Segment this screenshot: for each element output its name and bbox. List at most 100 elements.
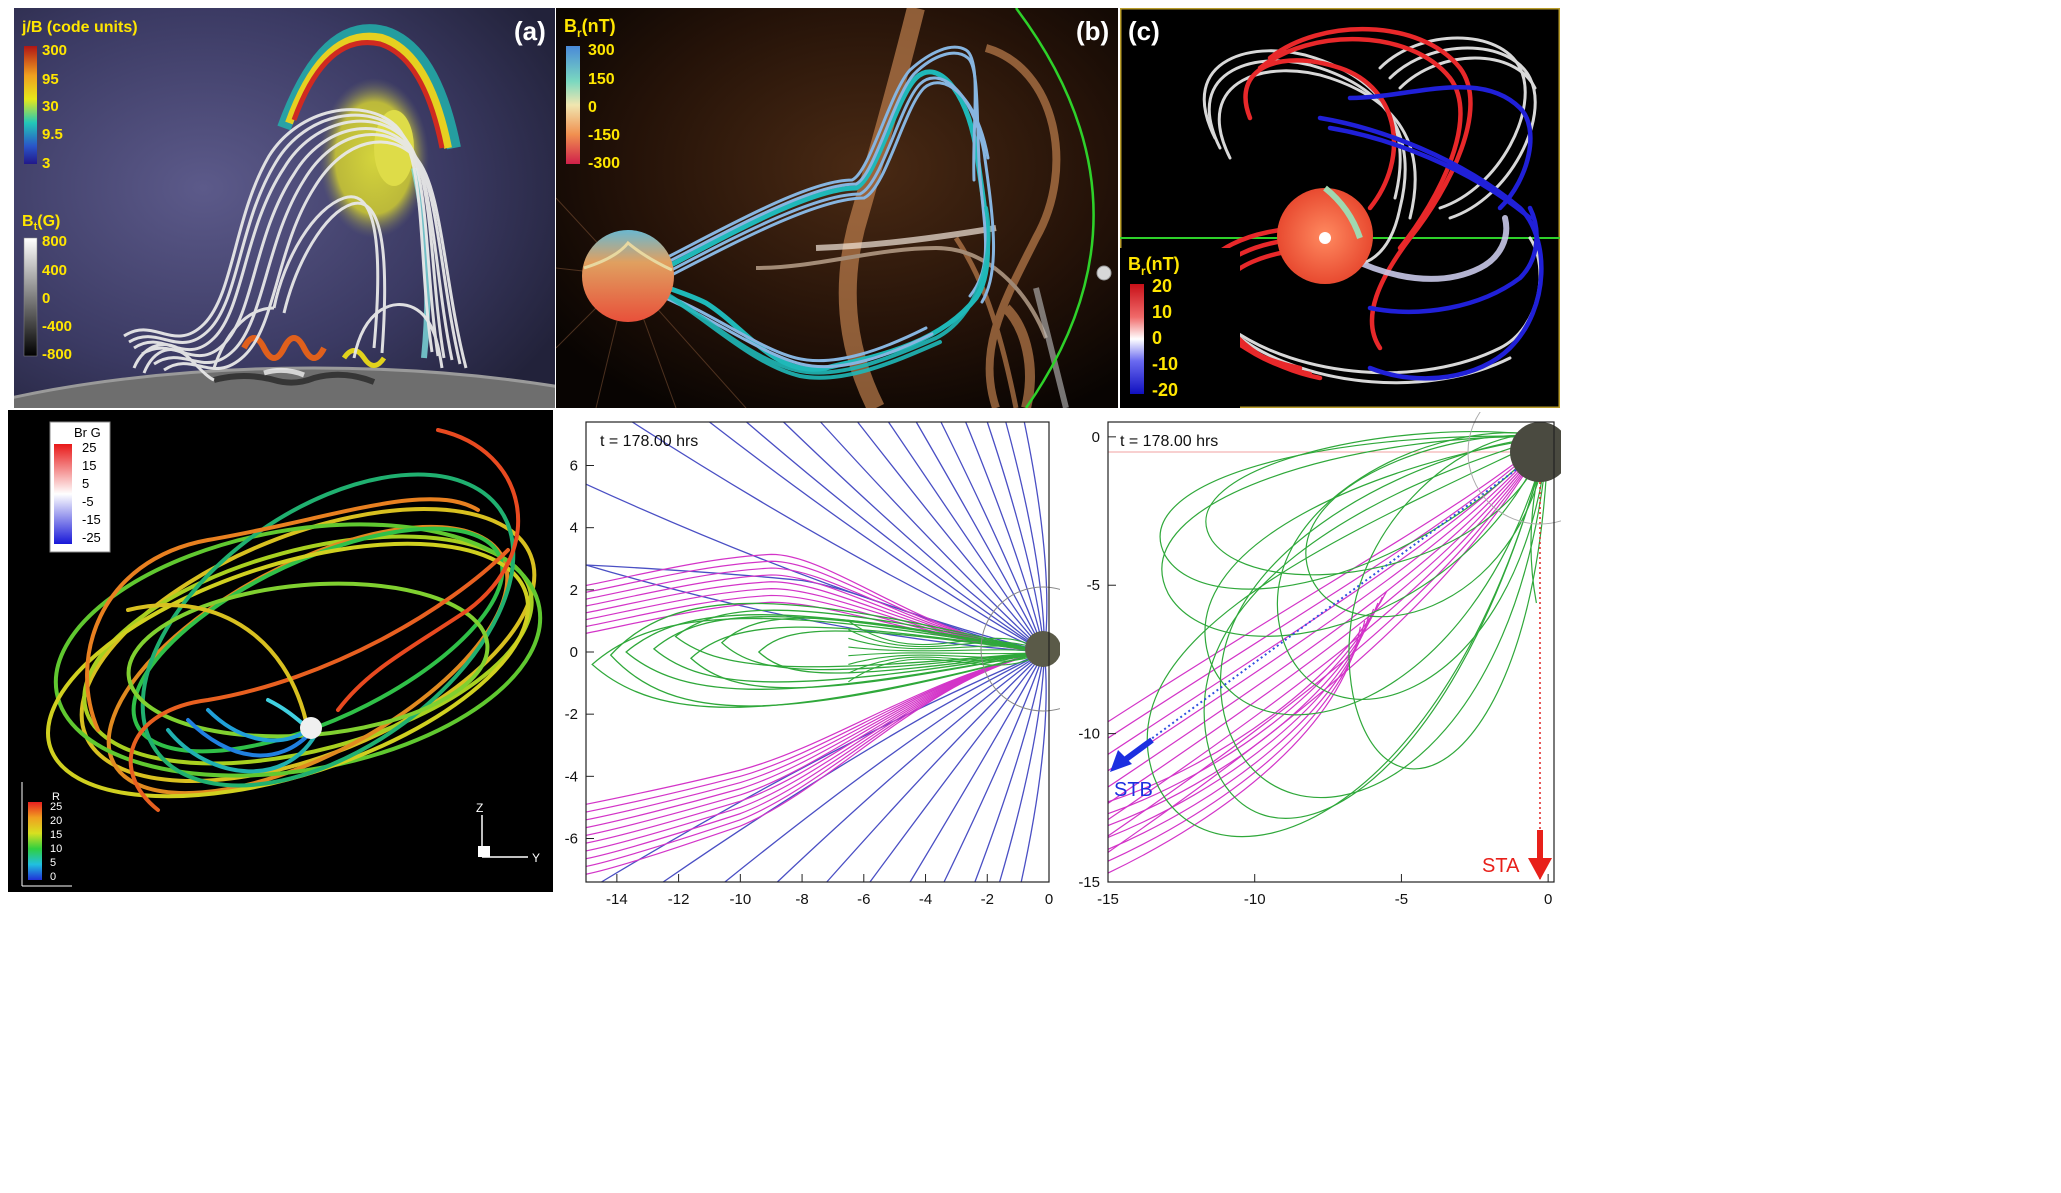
magenta-field-line (1107, 436, 1549, 723)
colorbar-r-title: R (52, 791, 60, 803)
green-loop (1219, 436, 1549, 799)
colorbar-jb-tick-5: 3 (42, 155, 50, 172)
panel-e-figure: -14 -12 -10 -8 -6 -4 -2 0 6 4 2 0 -2 -4 -6 t = 178.00… (556, 412, 1060, 908)
colorbar-br-tick-1: 300 (588, 42, 615, 59)
blue-field-line (783, 421, 1045, 653)
blue-field-line (940, 421, 1045, 653)
panel-f-x-ticks: -15 -10 -5 0 (1097, 874, 1552, 908)
x-tick-label: -5 (1395, 891, 1408, 908)
magenta-field-line (1107, 626, 1361, 874)
colorbar-c-tick-5: -20 (1152, 380, 1178, 400)
stb-label: STB (1114, 779, 1153, 801)
green-field-line (848, 637, 1045, 653)
magenta-field-line (585, 651, 1045, 852)
magenta-field-line (585, 651, 1045, 844)
green-loop (1203, 436, 1549, 819)
colorbar-brg-tick-5: -15 (82, 512, 101, 527)
colorbar-bt-tick-5: -800 (42, 346, 72, 363)
panel-d-figure: Br G 25 15 5 -5 -15 -25 R 25 20 15 10 5 … (8, 410, 553, 892)
green-loop (591, 617, 1045, 708)
magenta-field-line (585, 651, 1045, 813)
green-loop (1204, 436, 1549, 716)
colorbar-jb-tick-4: 9.5 (42, 126, 63, 143)
colorbar-br-tick-2: 150 (588, 71, 615, 88)
colorbar-r-tick-5: 5 (50, 857, 56, 869)
panel-c: Br(nT) 20 10 0 -10 -20 (c) (1120, 8, 1560, 408)
x-tick-label: -15 (1097, 891, 1119, 908)
panel-f: STB STA -15 -10 -5 0 0 -5 -10 -15 t = 178.00 h… (1070, 412, 1561, 908)
magenta-field-line (585, 574, 1045, 653)
colorbar-bt-tick-3: 0 (42, 290, 50, 307)
y-tick-label: -2 (565, 706, 578, 723)
colorbar-bt-tick-1: 800 (42, 233, 67, 250)
sun-disk (1025, 631, 1060, 667)
magenta-field-line (1107, 436, 1549, 772)
y-tick-label: 0 (570, 644, 578, 661)
green-loop (1305, 434, 1549, 618)
green-loop (1276, 432, 1549, 700)
magenta-field-line (585, 651, 1045, 868)
colorbar-r-tick-2: 20 (50, 815, 62, 827)
sta-arrow-head (1528, 858, 1552, 880)
y-tick-label: -6 (565, 830, 578, 847)
colorbar-r-tick-6: 0 (50, 871, 56, 883)
green-loop (1159, 435, 1549, 590)
panel-e-time-label: t = 178.00 hrs (600, 433, 698, 450)
panel-a-label: (a) (514, 16, 546, 46)
blue-field-line (943, 651, 1045, 883)
blue-field-line (887, 421, 1045, 653)
colorbar-brg-tick-2: 15 (82, 458, 96, 473)
panel-e-y-ticks: 6 4 2 0 -2 -4 -6 (565, 458, 594, 847)
panel-b-figure: Br(nT) 300 150 0 -150 -300 (b) (556, 8, 1118, 408)
y-tick-label: 4 (570, 520, 578, 537)
magenta-field-line (585, 651, 1045, 829)
colorbar-brg-title: Br G (74, 425, 101, 440)
stb-direction-line (1119, 451, 1541, 763)
blue-field-line (998, 651, 1046, 883)
colorbar-brg (54, 444, 72, 544)
y-tick-label: -5 (1087, 577, 1100, 594)
sun-ring (980, 586, 1060, 712)
green-loop (1348, 434, 1549, 770)
panel-e: -14 -12 -10 -8 -6 -4 -2 0 6 4 2 0 -2 -4 -6 t = 178.00… (556, 412, 1060, 908)
colorbar-r-tick-3: 15 (50, 829, 62, 841)
magenta-field-line (585, 553, 1045, 653)
blue-field-line (585, 564, 1045, 653)
blue-field-line (909, 651, 1045, 883)
y-tick-label: 2 (570, 582, 578, 599)
stb-arrow-shaft (1120, 737, 1154, 765)
green-loop (674, 609, 1045, 668)
blue-field-line (662, 651, 1045, 883)
magenta-field-line (585, 651, 1045, 805)
colorbar-brg-tick-4: -5 (82, 494, 94, 509)
blue-field-line (1020, 651, 1047, 883)
blue-field-line (746, 421, 1045, 653)
blue-field-line (826, 651, 1045, 883)
colorbar-r-tick-4: 10 (50, 843, 62, 855)
x-tick-label: -12 (668, 891, 690, 908)
blue-field-line (915, 421, 1045, 653)
panel-f-y-ticks: 0 -5 -10 -15 (1078, 429, 1116, 891)
green-loop (689, 626, 1045, 689)
green-loop (757, 630, 1045, 674)
green-loop (720, 617, 1045, 671)
panel-c-figure: Br(nT) 20 10 0 -10 -20 (c) (1120, 8, 1560, 408)
magenta-field-line (585, 651, 1045, 821)
blue-field-line (709, 421, 1045, 653)
colorbar-c-tick-2: 10 (1152, 302, 1172, 322)
green-loop (1146, 436, 1549, 838)
y-axis-label: Y (532, 851, 540, 865)
blue-field-line (1005, 421, 1046, 653)
colorbar-c-tick-3: 0 (1152, 328, 1162, 348)
colorbar-r-tick-1: 25 (50, 801, 62, 813)
colorbar-br-tick-5: -300 (588, 155, 620, 172)
magenta-field-line (585, 651, 1045, 836)
y-tick-label: -4 (565, 768, 578, 785)
green-loop (1205, 431, 1549, 576)
green-field-line (848, 651, 1045, 683)
panel-d: Br G 25 15 5 -5 -15 -25 R 25 20 15 10 5 … (8, 410, 553, 892)
panel-b: Br(nT) 300 150 0 -150 -300 (b) (556, 8, 1118, 408)
colorbar-c-title: Br(nT) (1128, 254, 1180, 278)
sun-ring-f (1467, 412, 1561, 525)
x-tick-label: 0 (1544, 891, 1552, 908)
